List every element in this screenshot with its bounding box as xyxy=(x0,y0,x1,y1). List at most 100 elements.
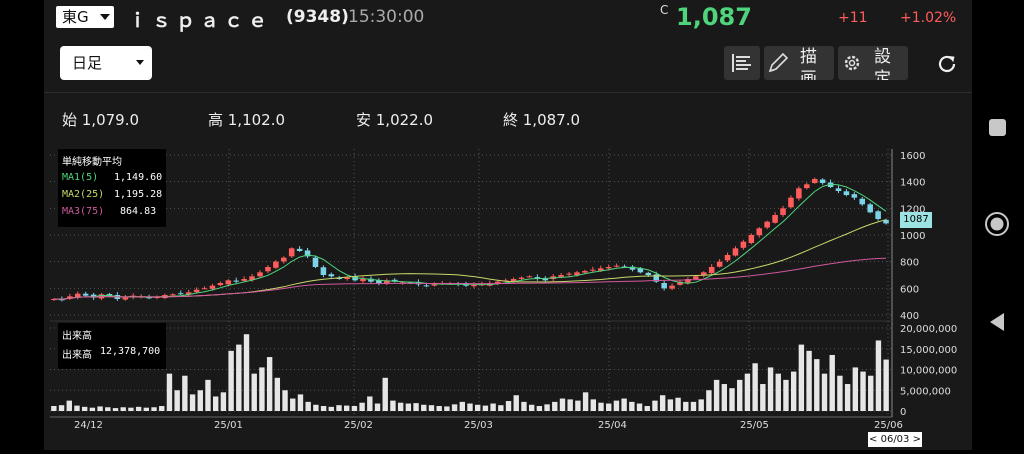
candle-body xyxy=(518,277,525,279)
candle-body xyxy=(732,248,739,256)
android-nav-icons xyxy=(985,119,1009,331)
volume-bar xyxy=(644,406,650,411)
volume-bar xyxy=(559,398,566,411)
volume-bar xyxy=(405,403,412,411)
chart-area[interactable]: 1600 1400 1200 1000 800 600 400 20,000,000 15,00… xyxy=(44,145,972,450)
price-axis-tick: 1000 xyxy=(900,231,925,242)
volume-bar xyxy=(482,405,489,411)
volume-bar xyxy=(521,401,527,411)
volume-bar xyxy=(428,405,435,411)
volume-bar xyxy=(135,406,142,411)
volume-bar xyxy=(767,367,774,411)
volume-bar xyxy=(706,390,712,411)
price-flag: C xyxy=(660,3,669,17)
volume-bar xyxy=(683,401,689,411)
candle-body xyxy=(653,274,659,282)
candle-body xyxy=(740,241,747,248)
candle-body xyxy=(368,278,374,282)
candle-body xyxy=(590,269,596,271)
candle-body xyxy=(819,179,826,183)
refresh-icon[interactable] xyxy=(935,52,959,76)
caret-down-icon xyxy=(136,60,144,65)
volume-bar xyxy=(251,373,257,411)
volume-bar xyxy=(444,406,450,411)
volume-bar xyxy=(868,375,874,411)
settings-button[interactable]: 設定 xyxy=(838,46,908,80)
volume-bar xyxy=(259,367,265,411)
period-select[interactable]: 日足 xyxy=(60,46,152,80)
volume-bar xyxy=(783,379,789,411)
header-bar: 東G ｉｓｐａｃｅ (9348) 15:30:00 C 1,087 +11 +1… xyxy=(44,0,972,36)
volume-bar xyxy=(74,405,80,411)
volume-value: 12,378,700 xyxy=(100,346,161,357)
ma2-label: MA2(25) xyxy=(62,189,105,200)
candle-body xyxy=(701,272,707,276)
draw-button[interactable]: 描画 xyxy=(764,46,834,80)
volume-bar xyxy=(282,390,288,411)
indicator-list-icon xyxy=(732,54,751,72)
candle-body xyxy=(597,268,604,271)
candle-body xyxy=(122,297,129,300)
legend-title: 単純移動平均 xyxy=(62,157,122,168)
candle-body xyxy=(574,272,580,275)
moving-average-legend: 単純移動平均 MA1(5) 1,149.60 MA2(25) 1,195.28 … xyxy=(58,149,166,227)
recents-icon[interactable] xyxy=(989,119,1006,136)
stock-name: ｉｓｐａｃｅ xyxy=(128,10,273,32)
candle-body xyxy=(265,267,271,272)
cursor-date-tag[interactable]: < 06/03 > xyxy=(868,432,922,447)
candle-body xyxy=(225,280,232,285)
high-value: 高 1,102.0 xyxy=(208,111,286,129)
candle-body xyxy=(51,299,57,301)
price-axis-tick: 800 xyxy=(900,258,919,269)
candle-body xyxy=(811,179,818,183)
home-icon[interactable] xyxy=(985,212,1009,236)
indicator-button[interactable] xyxy=(724,46,760,80)
ohlc-summary: 始 1,079.0 高 1,102.0 安 1,022.0 終 1,087.0 xyxy=(44,93,972,145)
market-select[interactable]: 東G xyxy=(56,6,114,28)
close-value: 終 1,087.0 xyxy=(503,111,581,129)
candle-body xyxy=(716,261,723,267)
volume-bar xyxy=(498,405,504,411)
back-icon[interactable] xyxy=(990,313,1004,331)
volume-bar xyxy=(467,403,473,411)
volume-bar xyxy=(636,403,643,411)
volume-bar xyxy=(89,407,96,411)
volume-bar xyxy=(143,407,150,411)
volume-axis-tick: 20,000,000 xyxy=(900,324,957,335)
volume-bar xyxy=(120,407,126,411)
volume-bar xyxy=(667,399,674,411)
candle-body xyxy=(708,267,715,274)
volume-bar xyxy=(336,405,342,411)
candle-body xyxy=(756,228,763,236)
volume-bar xyxy=(536,406,543,411)
chart-toolbar: 日足 描画 xyxy=(44,36,972,93)
volume-bar xyxy=(105,407,111,411)
volume-bar xyxy=(320,406,327,411)
candle-body xyxy=(241,279,247,281)
draw-button-label: 描画 xyxy=(800,47,817,80)
volume-axis-tick: 5,000,000 xyxy=(900,386,951,397)
candle-body xyxy=(764,221,770,228)
open-value: 始 1,079.0 xyxy=(62,111,140,129)
volume-bar xyxy=(567,399,573,411)
candle-body xyxy=(320,267,327,275)
volume-legend: 出来高 出来高 12,378,700 xyxy=(58,323,166,369)
candle-body xyxy=(796,188,802,199)
volume-bar xyxy=(182,375,188,411)
price-axis-tick: 400 xyxy=(900,311,919,322)
volume-bar xyxy=(713,379,720,411)
volume-bar xyxy=(629,401,635,411)
candle-body xyxy=(851,194,858,198)
candle-body xyxy=(74,293,81,298)
volume-bar xyxy=(814,359,820,411)
price-axis-tick: 1400 xyxy=(900,178,925,189)
ma1-value: 1,149.60 xyxy=(114,172,163,183)
price-axis-tick: 1600 xyxy=(900,151,925,162)
price-volume-chart[interactable]: 1600 1400 1200 1000 800 600 400 20,000,000 15,00… xyxy=(44,145,972,450)
volume-bar xyxy=(790,371,797,411)
candle-body xyxy=(724,255,731,261)
candle-body xyxy=(431,284,438,286)
candle-body xyxy=(582,271,588,273)
volume-bar xyxy=(675,397,681,411)
candle-body xyxy=(201,288,208,290)
